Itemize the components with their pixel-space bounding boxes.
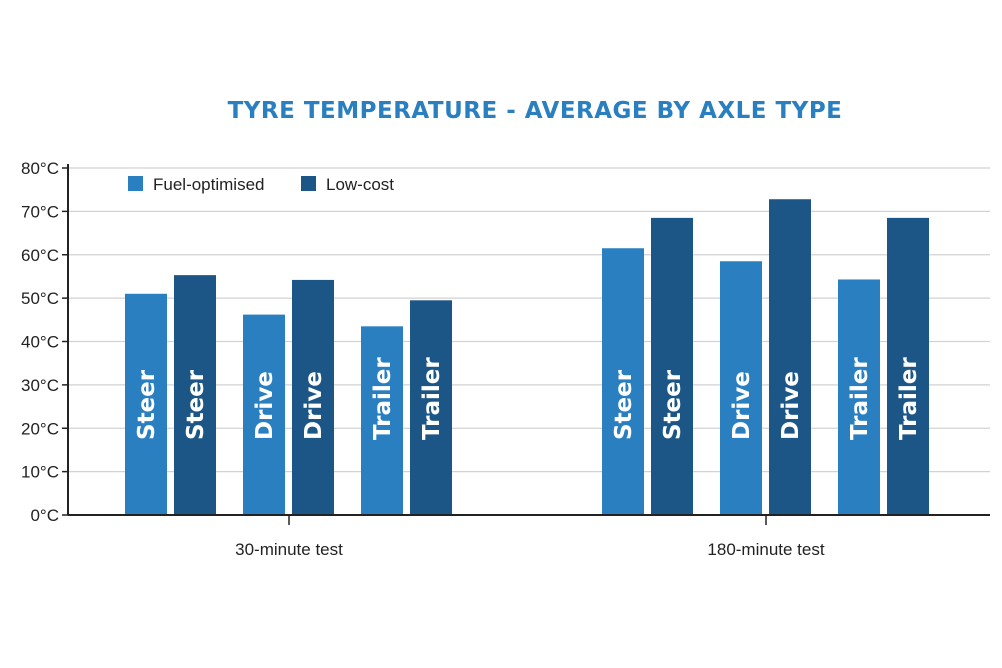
bar-layer: Steer Steer Drive Drive Trailer Trailer Steer S…: [125, 199, 929, 516]
bar: [838, 279, 880, 515]
bar-label: Steer: [660, 369, 686, 440]
bar: [292, 279, 334, 515]
grid-layer: [68, 167, 990, 473]
y-tick-label: 50°C: [21, 289, 59, 308]
y-tick-label: 10°C: [21, 463, 59, 482]
bar: [769, 199, 811, 516]
bar-label: Drive: [729, 371, 755, 440]
chart-title: TYRE TEMPERATURE - AVERAGE BY AXLE TYPE: [227, 98, 843, 124]
bar: [361, 326, 403, 515]
bar-label: Steer: [134, 369, 160, 440]
bar: [125, 293, 167, 515]
bar-label: Trailer: [847, 357, 873, 440]
y-tick-label: 0°C: [30, 506, 59, 525]
axis-layer: 0°C 10°C 20°C 30°C 40°C 50°C 60°C 70°C 80°C 30-mi…: [21, 159, 990, 559]
bar-label: Trailer: [419, 357, 445, 440]
legend-swatch: [301, 176, 316, 191]
y-tick-label: 80°C: [21, 159, 59, 178]
bar: [174, 275, 216, 515]
bar-label: Trailer: [896, 357, 922, 440]
y-tick-label: 30°C: [21, 376, 59, 395]
y-tick-label: 20°C: [21, 419, 59, 438]
bar-label: Trailer: [370, 357, 396, 440]
x-category-label: 30-minute test: [235, 540, 343, 559]
legend-layer: Fuel-optimised Low-cost: [128, 175, 394, 194]
bar: [410, 300, 452, 515]
bar: [651, 217, 693, 515]
bar-label: Drive: [252, 371, 278, 440]
bar: [720, 261, 762, 515]
legend-swatch: [128, 176, 143, 191]
bar-label: Drive: [778, 371, 804, 440]
y-tick-label: 70°C: [21, 202, 59, 221]
y-tick-label: 60°C: [21, 246, 59, 265]
bar: [602, 248, 644, 515]
x-category-label: 180-minute test: [707, 540, 824, 559]
bar-label: Steer: [183, 369, 209, 440]
y-tick-label: 40°C: [21, 333, 59, 352]
bar: [887, 217, 929, 515]
legend-label: Fuel-optimised: [153, 175, 265, 194]
bar-label: Steer: [611, 369, 637, 440]
bar-label: Drive: [301, 371, 327, 440]
bar: [243, 314, 285, 515]
legend-label: Low-cost: [326, 175, 394, 194]
